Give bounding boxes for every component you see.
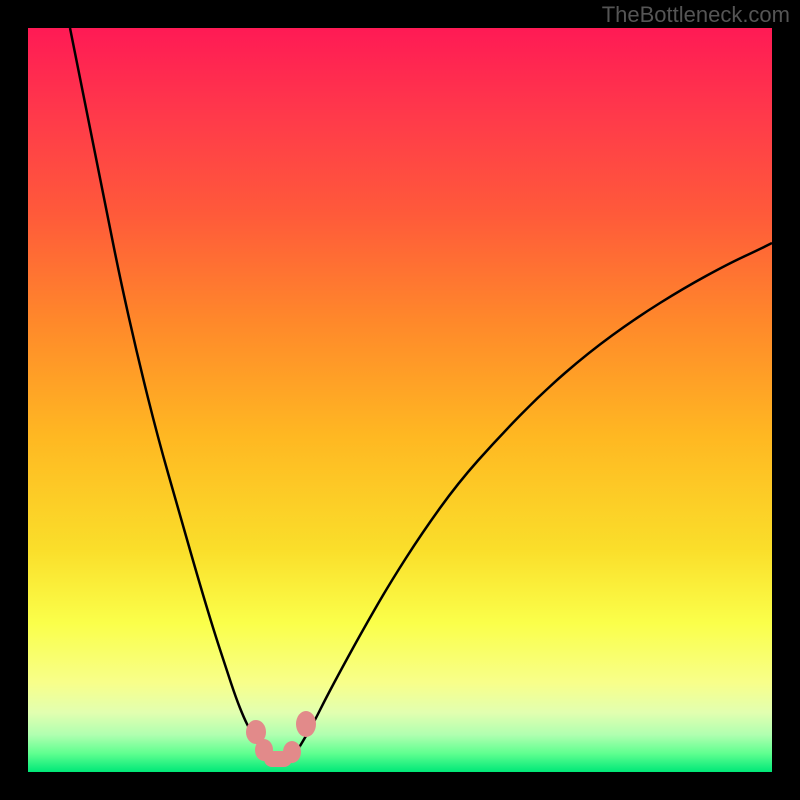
trough-marker-4 bbox=[296, 711, 316, 737]
trough-marker-3 bbox=[283, 741, 301, 763]
plot-area bbox=[28, 28, 772, 772]
watermark-text: TheBottleneck.com bbox=[602, 2, 790, 28]
bottleneck-curve bbox=[28, 28, 772, 772]
curve-right-branch bbox=[300, 243, 772, 746]
chart-container: TheBottleneck.com bbox=[0, 0, 800, 800]
curve-left-branch bbox=[70, 28, 262, 748]
